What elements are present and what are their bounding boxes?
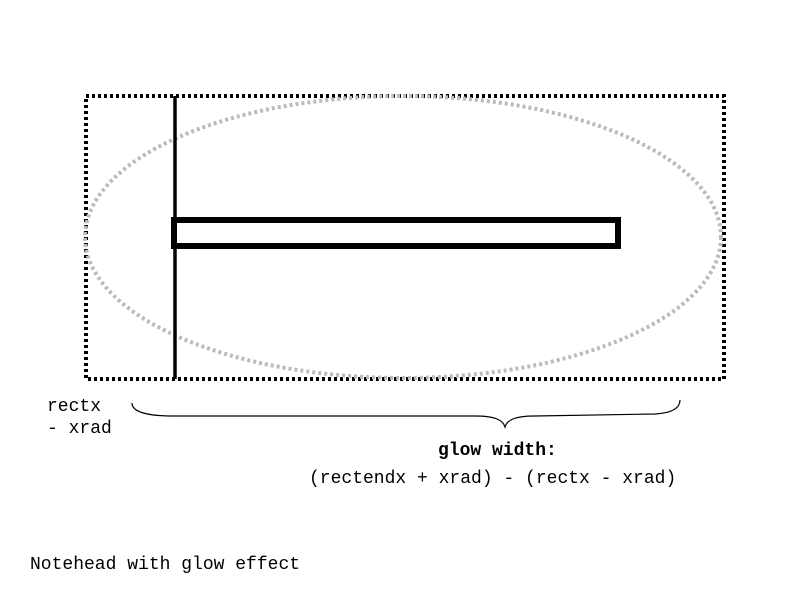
rectx-label-line2: - xrad [47, 419, 112, 439]
notehead-rectangle [171, 217, 621, 249]
glow-ellipse [83, 94, 723, 380]
rectx-label-line1: rectx [47, 397, 102, 417]
glow-width-title: glow width: [438, 441, 557, 461]
glow-width-brace [131, 399, 681, 430]
diagram-caption: Notehead with glow effect [30, 555, 301, 575]
glow-width-formula: (rectendx + xrad) - (rectx - xrad) [309, 469, 677, 489]
